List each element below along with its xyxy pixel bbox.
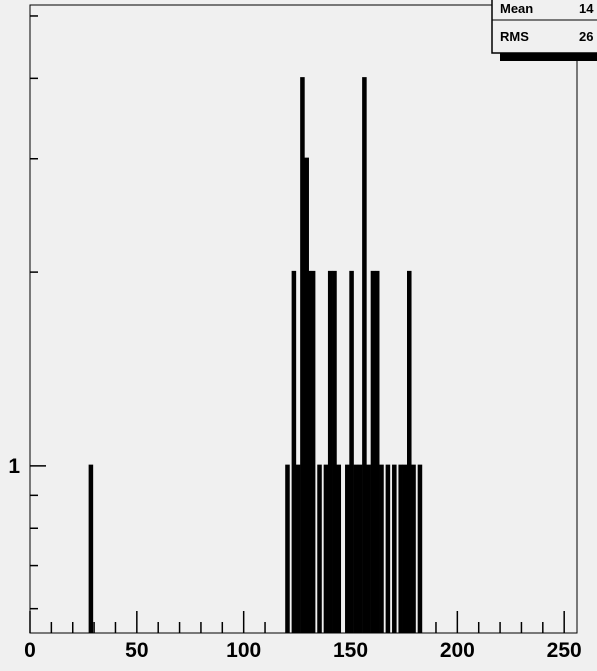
stats-rms-label: RMS [500, 29, 529, 44]
histogram-bin [379, 464, 384, 633]
stats-mean-label: Mean [500, 1, 533, 16]
bin-outline [398, 464, 403, 633]
bin-outline [310, 270, 316, 633]
histogram-bin [370, 270, 376, 633]
histogram-bin [353, 464, 359, 633]
histogram-bin [88, 464, 94, 633]
histogram-bin [327, 270, 333, 633]
histogram-bin [291, 270, 297, 633]
bin-outline [385, 464, 391, 633]
bin-outline [379, 464, 384, 633]
histogram-bin [362, 77, 367, 633]
bin-outline [374, 270, 380, 633]
bin-outline [411, 464, 416, 633]
bin-outline [392, 464, 397, 633]
histogram-bin [398, 464, 403, 633]
stats-rms-value: 26 [579, 29, 593, 44]
histogram-bin [406, 270, 412, 633]
bin-outline [317, 464, 322, 633]
stats-mean-value: 14 [579, 1, 594, 16]
histogram-bin [323, 464, 329, 633]
bin-outline [417, 464, 423, 633]
histogram-bin [317, 464, 322, 633]
histogram-bin [374, 270, 380, 633]
bin-outline [291, 270, 297, 633]
histogram-bin [392, 464, 397, 633]
bin-outline [370, 270, 376, 633]
plot-frame [29, 4, 578, 634]
bin-outline [362, 77, 367, 633]
bin-outline [332, 270, 337, 633]
histogram-bin [310, 270, 316, 633]
bin-outline [327, 270, 333, 633]
stats-box-shadow [500, 53, 597, 61]
bin-outline [402, 464, 408, 633]
histogram-bin [306, 270, 312, 633]
x-tick-label: 0 [24, 639, 36, 662]
bin-outline [345, 464, 350, 633]
x-tick-label: 200 [440, 639, 475, 662]
histogram-bin [332, 270, 337, 633]
histogram-bin [295, 464, 301, 633]
x-axis: 0 50 100 150 200 250 [24, 611, 582, 662]
bin-outline [366, 464, 371, 633]
histogram-bin [366, 464, 371, 633]
bin-outline [306, 270, 312, 633]
bin-outline [357, 464, 363, 633]
histogram-bin [285, 464, 290, 633]
histogram-bin [336, 464, 342, 633]
histogram-bin [345, 464, 350, 633]
y-axis: 1 [8, 15, 46, 610]
bin-outline [336, 464, 342, 633]
histogram-bin [411, 464, 416, 633]
bin-outline [349, 270, 354, 633]
y-tick-label: 1 [8, 455, 20, 478]
stats-box: Mean 14 RMS 26 [491, 0, 597, 61]
bin-outline [353, 464, 359, 633]
stats-box-frame [491, 0, 597, 54]
bin-outline [406, 270, 412, 633]
histogram-bin [385, 464, 391, 633]
histogram-bars [88, 77, 423, 633]
bin-outline [88, 464, 94, 633]
x-tick-label: 150 [333, 639, 368, 662]
bin-outline [323, 464, 329, 633]
x-tick-label: 50 [125, 639, 148, 662]
histogram-bin [357, 464, 363, 633]
histogram-bin [417, 464, 423, 633]
bin-outline [295, 464, 301, 633]
bin-outline [285, 464, 290, 633]
x-tick-label: 250 [547, 639, 582, 662]
histogram-bin [349, 270, 354, 633]
x-tick-label: 100 [226, 639, 261, 662]
histogram-bin [402, 464, 408, 633]
